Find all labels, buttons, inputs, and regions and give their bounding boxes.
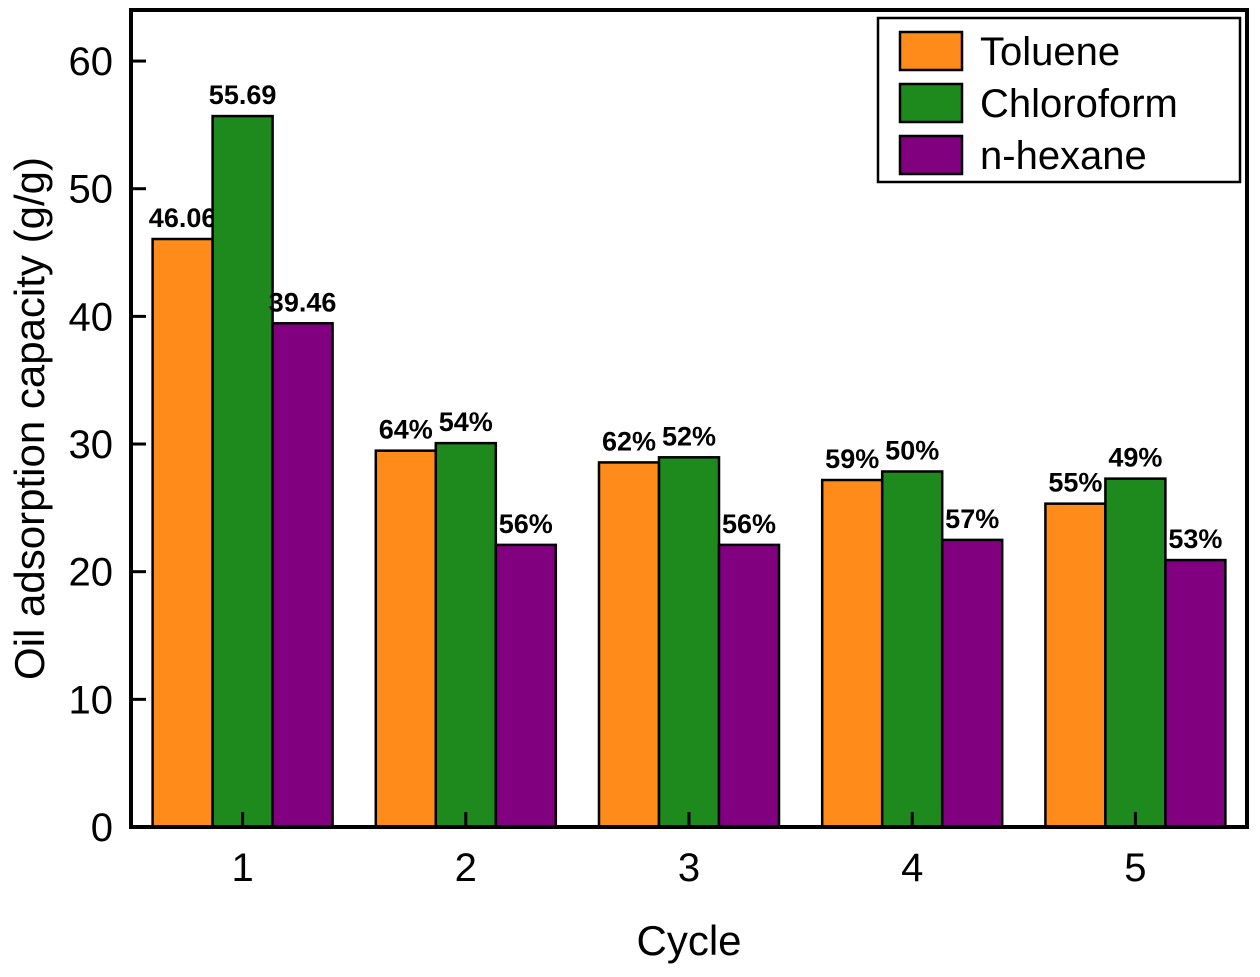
y-tick-label-0: 0 bbox=[91, 806, 113, 850]
y-tick-label-60: 60 bbox=[69, 40, 114, 84]
x-tick-label-1: 1 bbox=[231, 846, 253, 890]
bar-n-hexane-cycle-5 bbox=[1164, 558, 1227, 829]
y-tick-label-40: 40 bbox=[69, 295, 114, 339]
bar-value-label-Toluene-cycle-1: 46.06 bbox=[149, 203, 217, 233]
bar-value-label-Toluene-cycle-2: 64% bbox=[379, 415, 433, 445]
bar-Chloroform-cycle-5 bbox=[1104, 477, 1167, 829]
bar-n-hexane-cycle-4 bbox=[940, 538, 1004, 829]
bar-value-label-Chloroform-cycle-4: 50% bbox=[885, 435, 939, 465]
bar-Toluene-cycle-1 bbox=[151, 237, 214, 829]
x-axis-title: Cycle bbox=[636, 917, 741, 964]
bar-Chloroform-cycle-4 bbox=[880, 470, 944, 829]
x-tick-label-4: 4 bbox=[901, 846, 923, 890]
y-tick-label-30: 30 bbox=[69, 423, 114, 467]
bar-Toluene-cycle-4 bbox=[820, 478, 884, 829]
bar-Chloroform-cycle-1 bbox=[211, 114, 274, 829]
bar-value-label-Chloroform-cycle-1: 55.69 bbox=[209, 80, 277, 110]
bar-Chloroform-cycle-2 bbox=[434, 441, 498, 829]
bar-n-hexane-cycle-2 bbox=[494, 543, 558, 829]
bar-n-hexane-cycle-1 bbox=[271, 322, 334, 829]
legend-swatch-Toluene bbox=[898, 30, 964, 72]
y-tick-label-50: 50 bbox=[69, 168, 114, 212]
y-tick-label-10: 10 bbox=[69, 678, 114, 722]
y-tick-label-20: 20 bbox=[69, 551, 114, 595]
bar-value-label-Chloroform-cycle-3: 52% bbox=[662, 421, 716, 451]
x-tick-label-5: 5 bbox=[1124, 846, 1146, 890]
legend-label-Toluene: Toluene bbox=[980, 30, 1120, 74]
bar-value-label-n-hexane-cycle-1: 39.46 bbox=[269, 287, 337, 317]
bar-value-label-Chloroform-cycle-2: 54% bbox=[439, 407, 493, 437]
bar-Toluene-cycle-2 bbox=[374, 449, 438, 829]
y-axis-title: Oil adsorption capacity (g/g) bbox=[6, 157, 53, 680]
bar-value-label-n-hexane-cycle-4: 57% bbox=[945, 504, 999, 534]
bar-Chloroform-cycle-3 bbox=[657, 456, 721, 829]
x-tick-label-2: 2 bbox=[455, 846, 477, 890]
legend-label-n-hexane: n-hexane bbox=[980, 134, 1147, 178]
bar-n-hexane-cycle-3 bbox=[717, 543, 781, 829]
bar-value-label-Chloroform-cycle-5: 49% bbox=[1108, 443, 1162, 473]
bar-Toluene-cycle-5 bbox=[1044, 502, 1107, 829]
bar-value-label-Toluene-cycle-5: 55% bbox=[1048, 468, 1102, 498]
legend-label-Chloroform: Chloroform bbox=[980, 82, 1178, 126]
legend-swatch-Chloroform bbox=[898, 82, 964, 124]
bar-value-label-n-hexane-cycle-2: 56% bbox=[499, 509, 553, 539]
bar-Toluene-cycle-3 bbox=[597, 461, 661, 829]
bar-value-label-n-hexane-cycle-3: 56% bbox=[722, 509, 776, 539]
x-tick-label-3: 3 bbox=[678, 846, 700, 890]
bar-value-label-n-hexane-cycle-5: 53% bbox=[1168, 524, 1222, 554]
bar-value-label-Toluene-cycle-4: 59% bbox=[825, 444, 879, 474]
legend-swatch-n-hexane bbox=[898, 134, 964, 176]
bar-value-label-Toluene-cycle-3: 62% bbox=[602, 426, 656, 456]
